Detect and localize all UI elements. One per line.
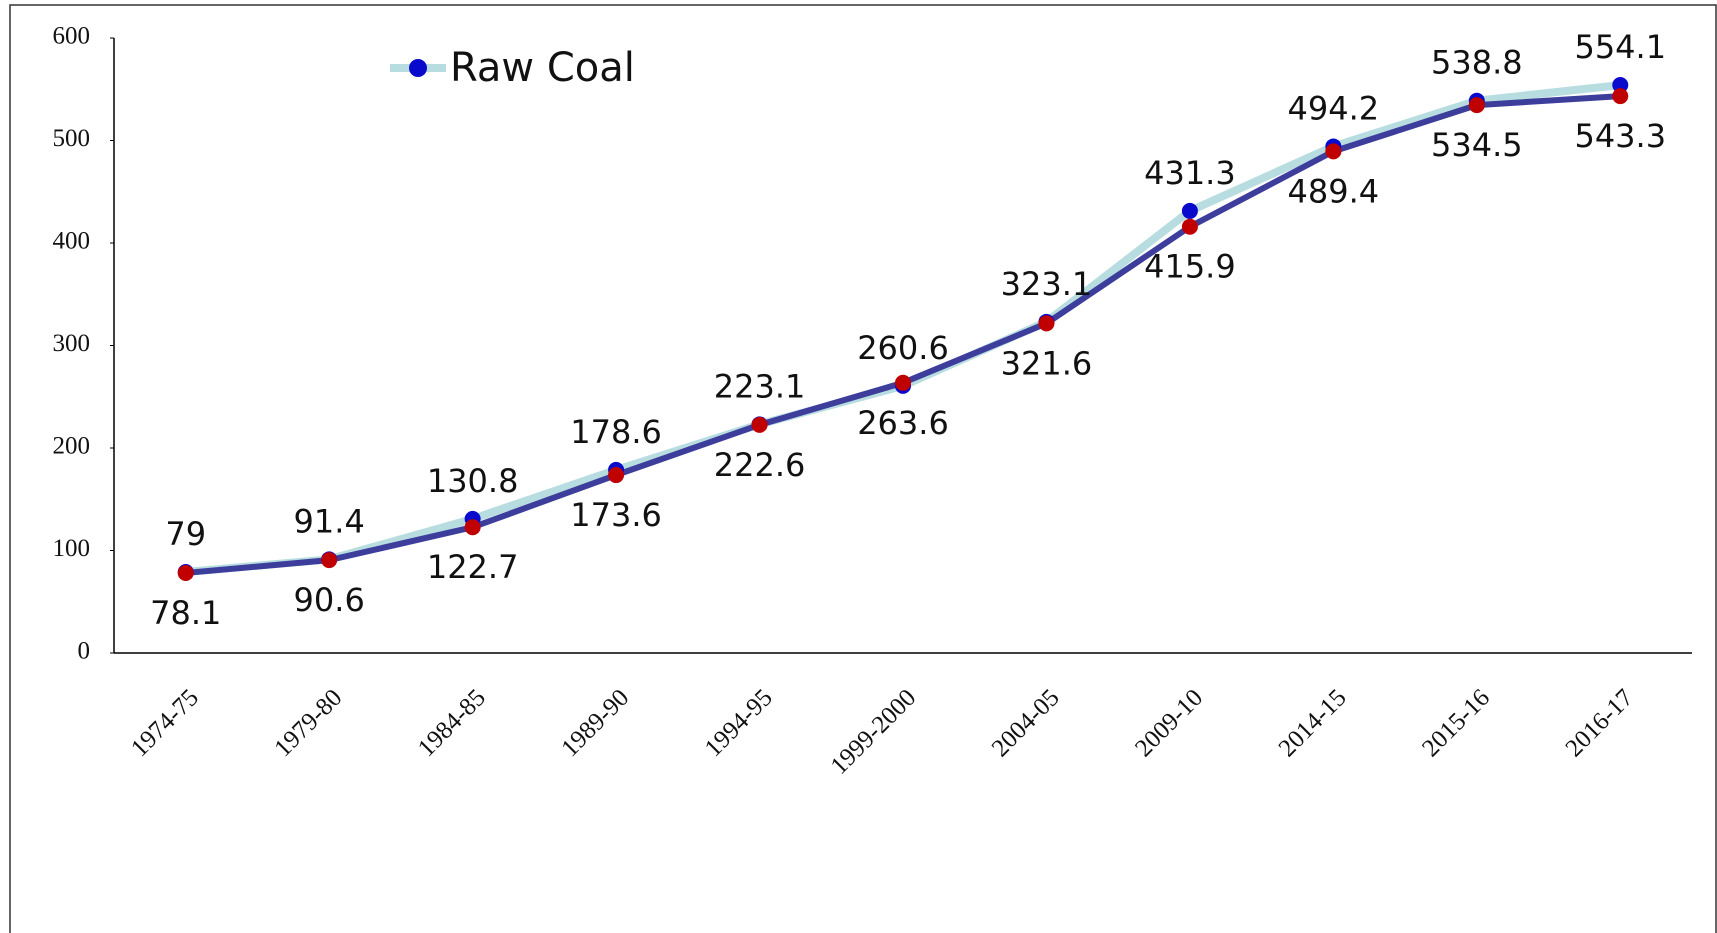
data-label: 431.3 <box>1144 154 1236 192</box>
data-label: 178.6 <box>570 413 662 451</box>
data-label: 222.6 <box>714 446 806 484</box>
x-tick-label: 2004-05 <box>987 684 1065 762</box>
y-tick-label: 400 <box>53 228 91 255</box>
x-tick-label: 2015-16 <box>1417 684 1495 762</box>
marker <box>464 519 481 536</box>
data-label: 554.1 <box>1574 28 1666 66</box>
y-tick-label: 300 <box>53 330 91 357</box>
data-label: 122.7 <box>427 548 519 586</box>
data-label: 90.6 <box>294 581 365 619</box>
data-label: 489.4 <box>1288 172 1380 210</box>
y-tick-label: 600 <box>53 23 91 50</box>
x-tick-label: 1979-80 <box>269 684 347 762</box>
data-label: 323.1 <box>1001 265 1093 303</box>
y-tick-label: 100 <box>53 535 91 562</box>
marker <box>1468 97 1485 114</box>
y-tick-label: 500 <box>53 125 91 152</box>
x-tick-label: 1994-95 <box>700 684 778 762</box>
data-label: 494.2 <box>1288 89 1380 127</box>
data-label: 415.9 <box>1144 248 1236 286</box>
data-label: 543.3 <box>1574 117 1666 155</box>
data-label: 321.6 <box>1001 344 1093 382</box>
marker <box>895 374 911 391</box>
marker <box>1612 77 1629 94</box>
x-tick-label: 1984-85 <box>413 684 491 762</box>
y-tick-label: 200 <box>53 433 91 460</box>
marker <box>1181 218 1198 235</box>
x-tick-label: 2009-10 <box>1130 684 1208 762</box>
marker <box>321 552 338 569</box>
data-label: 260.6 <box>857 329 949 367</box>
y-tick-label: 0 <box>78 638 91 665</box>
x-tick-label: 2016-17 <box>1561 684 1639 762</box>
marker <box>1038 315 1055 332</box>
x-tick-label: 1974-75 <box>126 684 204 762</box>
data-label: 130.8 <box>427 462 519 500</box>
legend-marker <box>409 59 427 77</box>
data-label: 263.6 <box>857 404 949 442</box>
marker <box>608 467 625 484</box>
x-tick-label: 1989-90 <box>556 684 634 762</box>
frame <box>9 4 1717 933</box>
marker <box>1325 143 1342 160</box>
data-label: 91.4 <box>294 502 365 540</box>
data-label: 79 <box>165 515 206 553</box>
data-label: 173.6 <box>570 496 662 534</box>
marker <box>1181 202 1198 219</box>
data-label: 538.8 <box>1431 44 1523 82</box>
x-tick-label: 1999-2000 <box>826 684 922 780</box>
data-label: 534.5 <box>1431 126 1523 164</box>
marker <box>177 564 194 581</box>
x-tick-label: 2014-15 <box>1274 684 1352 762</box>
marker <box>751 416 768 433</box>
data-label: 223.1 <box>714 367 806 405</box>
data-label: 78.1 <box>150 594 221 632</box>
marker <box>1612 88 1629 105</box>
legend-label: Raw Coal <box>450 45 635 91</box>
